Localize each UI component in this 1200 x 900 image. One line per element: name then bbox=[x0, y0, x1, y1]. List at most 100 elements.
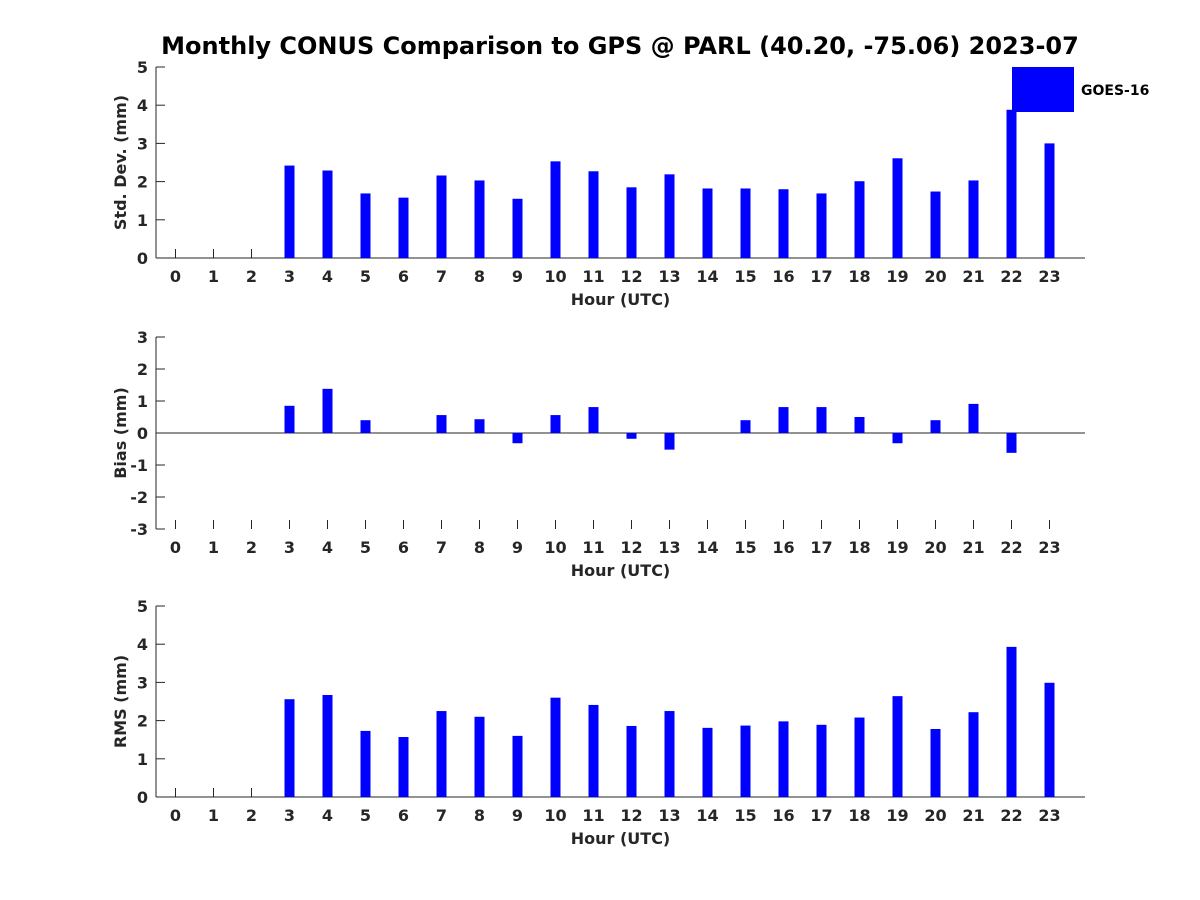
x-tick-label: 18 bbox=[848, 267, 870, 286]
x-tick-label: 13 bbox=[658, 538, 680, 557]
x-tick-label: 5 bbox=[360, 267, 371, 286]
x-tick-label: 19 bbox=[886, 806, 908, 825]
x-tick-label: 15 bbox=[734, 538, 756, 557]
x-tick-label: 0 bbox=[170, 806, 181, 825]
x-tick-label: 21 bbox=[962, 538, 984, 557]
bar-hour-11 bbox=[588, 704, 599, 797]
x-tick-label: 0 bbox=[170, 267, 181, 286]
y-tick-label: -2 bbox=[130, 488, 148, 507]
bar-hour-16 bbox=[778, 189, 789, 258]
y-tick-label: 0 bbox=[137, 249, 148, 268]
y-tick-label: 0 bbox=[137, 788, 148, 807]
bar-hour-8 bbox=[474, 716, 485, 797]
x-tick-label: 17 bbox=[810, 267, 832, 286]
x-tick-label: 17 bbox=[810, 806, 832, 825]
x-axis-label: Hour (UTC) bbox=[571, 561, 671, 580]
bar-hour-18 bbox=[854, 417, 865, 433]
x-tick-label: 14 bbox=[696, 267, 718, 286]
x-tick-label: 2 bbox=[246, 267, 257, 286]
bar-hour-22 bbox=[1006, 109, 1017, 258]
bar-hour-16 bbox=[778, 721, 789, 797]
y-tick-label: -1 bbox=[130, 456, 148, 475]
bar-hour-13 bbox=[664, 174, 675, 258]
bar-hour-23 bbox=[1044, 143, 1055, 258]
x-tick-label: 15 bbox=[734, 806, 756, 825]
bar-hour-7 bbox=[436, 711, 447, 797]
x-tick-label: 2 bbox=[246, 538, 257, 557]
x-tick-label: 5 bbox=[360, 806, 371, 825]
x-tick-label: 23 bbox=[1038, 538, 1060, 557]
x-tick-label: 18 bbox=[848, 806, 870, 825]
y-tick-label: 2 bbox=[137, 360, 148, 379]
x-tick-label: 10 bbox=[544, 538, 566, 557]
bar-hour-10 bbox=[550, 161, 561, 258]
bar-hour-16 bbox=[778, 407, 789, 433]
bar-hour-5 bbox=[360, 420, 371, 433]
bar-hour-19 bbox=[892, 158, 903, 258]
bar-hour-7 bbox=[436, 175, 447, 258]
x-tick-label: 6 bbox=[398, 267, 409, 286]
y-tick-label: 1 bbox=[137, 750, 148, 769]
x-tick-label: 14 bbox=[696, 538, 718, 557]
bar-hour-12 bbox=[626, 725, 637, 797]
x-tick-label: 9 bbox=[512, 267, 523, 286]
bar-hour-18 bbox=[854, 181, 865, 258]
bar-hour-19 bbox=[892, 696, 903, 797]
x-tick-label: 22 bbox=[1000, 267, 1022, 286]
bar-hour-15 bbox=[740, 420, 751, 433]
y-tick-label: 1 bbox=[137, 211, 148, 230]
x-tick-label: 22 bbox=[1000, 806, 1022, 825]
x-tick-label: 9 bbox=[512, 538, 523, 557]
y-tick-label: 4 bbox=[137, 96, 148, 115]
x-tick-label: 7 bbox=[436, 538, 447, 557]
x-tick-label: 5 bbox=[360, 538, 371, 557]
x-tick-label: 19 bbox=[886, 538, 908, 557]
bar-hour-19 bbox=[892, 433, 903, 444]
x-tick-label: 6 bbox=[398, 806, 409, 825]
x-tick-label: 6 bbox=[398, 538, 409, 557]
bar-hour-23 bbox=[1044, 682, 1055, 797]
bar-hour-20 bbox=[930, 420, 941, 433]
x-tick-label: 3 bbox=[284, 806, 295, 825]
x-tick-label: 4 bbox=[322, 538, 333, 557]
bar-hour-6 bbox=[398, 197, 409, 258]
x-tick-label: 12 bbox=[620, 806, 642, 825]
legend: GOES-16 bbox=[1012, 67, 1149, 112]
x-tick-label: 8 bbox=[474, 806, 485, 825]
bar-hour-4 bbox=[322, 170, 333, 258]
bar-hour-4 bbox=[322, 388, 333, 433]
bar-hour-7 bbox=[436, 415, 447, 433]
x-tick-label: 1 bbox=[208, 538, 219, 557]
x-axis-label: Hour (UTC) bbox=[571, 290, 671, 309]
y-tick-label: 2 bbox=[137, 712, 148, 731]
bar-hour-3 bbox=[284, 165, 295, 258]
bar-hour-18 bbox=[854, 717, 865, 797]
x-axis-label: Hour (UTC) bbox=[571, 829, 671, 848]
chart-title: Monthly CONUS Comparison to GPS @ PARL (… bbox=[161, 32, 1079, 60]
x-tick-label: 14 bbox=[696, 806, 718, 825]
x-tick-label: 7 bbox=[436, 806, 447, 825]
bar-hour-20 bbox=[930, 191, 941, 258]
bar-hour-17 bbox=[816, 193, 827, 258]
x-tick-label: 16 bbox=[772, 538, 794, 557]
bar-hour-17 bbox=[816, 724, 827, 797]
bar-hour-12 bbox=[626, 433, 637, 439]
x-tick-label: 13 bbox=[658, 267, 680, 286]
legend-swatch bbox=[1012, 67, 1074, 112]
bar-hour-21 bbox=[968, 712, 979, 797]
x-tick-label: 11 bbox=[582, 267, 604, 286]
x-tick-label: 11 bbox=[582, 538, 604, 557]
bar-hour-13 bbox=[664, 711, 675, 797]
y-tick-label: 2 bbox=[137, 173, 148, 192]
x-tick-label: 18 bbox=[848, 538, 870, 557]
x-tick-label: 17 bbox=[810, 538, 832, 557]
x-tick-label: 10 bbox=[544, 267, 566, 286]
x-tick-label: 4 bbox=[322, 267, 333, 286]
bar-hour-21 bbox=[968, 180, 979, 258]
x-tick-label: 3 bbox=[284, 538, 295, 557]
x-tick-label: 19 bbox=[886, 267, 908, 286]
y-tick-label: 5 bbox=[137, 58, 148, 77]
